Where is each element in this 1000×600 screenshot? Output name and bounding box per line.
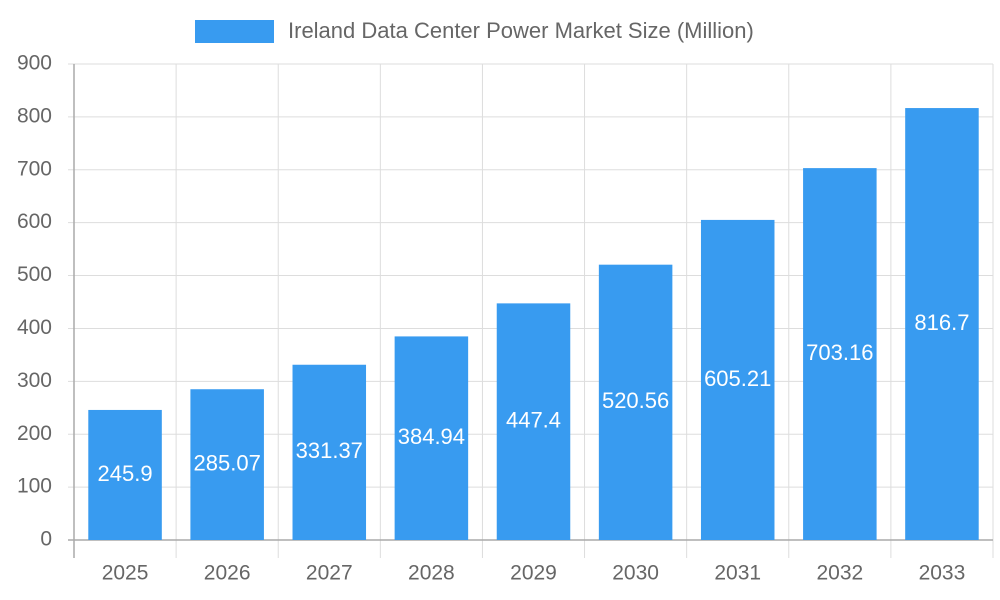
y-tick-label: 400 xyxy=(17,316,52,339)
y-tick-label: 200 xyxy=(17,422,52,445)
data-label: 245.9 xyxy=(98,461,153,486)
x-tick-label: 2025 xyxy=(102,562,149,585)
y-tick-label: 900 xyxy=(17,52,52,75)
y-tick-label: 600 xyxy=(17,210,52,233)
y-tick-label: 500 xyxy=(17,263,52,286)
data-label: 285.07 xyxy=(194,450,261,475)
data-label: 605.21 xyxy=(704,366,771,391)
y-tick-label: 300 xyxy=(17,369,52,392)
bar xyxy=(700,219,775,541)
bar xyxy=(394,336,469,540)
bar xyxy=(905,108,979,540)
bar xyxy=(803,168,877,540)
bar xyxy=(88,409,162,540)
data-label: 447.4 xyxy=(506,408,561,433)
x-tick-label: 2027 xyxy=(306,562,353,585)
data-label: 520.56 xyxy=(602,388,669,413)
x-tick-label: 2030 xyxy=(612,562,659,585)
bar xyxy=(598,264,673,540)
bar xyxy=(292,364,367,540)
x-tick-label: 2029 xyxy=(510,562,557,585)
y-tick-label: 800 xyxy=(17,104,52,127)
data-label: 384.94 xyxy=(398,424,465,449)
y-tick-label: 100 xyxy=(17,475,52,498)
x-tick-label: 2028 xyxy=(408,562,455,585)
x-tick-label: 2026 xyxy=(204,562,251,585)
bar xyxy=(496,303,571,540)
x-tick-label: 2032 xyxy=(816,562,863,585)
x-tick-label: 2031 xyxy=(714,562,761,585)
legend-swatch[interactable] xyxy=(195,20,274,43)
y-tick-label: 0 xyxy=(40,528,52,551)
y-tick-label: 700 xyxy=(17,157,52,180)
bar xyxy=(190,389,264,540)
data-label: 816.7 xyxy=(914,310,969,335)
data-label: 331.37 xyxy=(296,438,363,463)
data-label: 703.16 xyxy=(806,340,873,365)
legend-label[interactable]: Ireland Data Center Power Market Size (M… xyxy=(288,18,754,43)
x-tick-label: 2033 xyxy=(919,562,966,585)
